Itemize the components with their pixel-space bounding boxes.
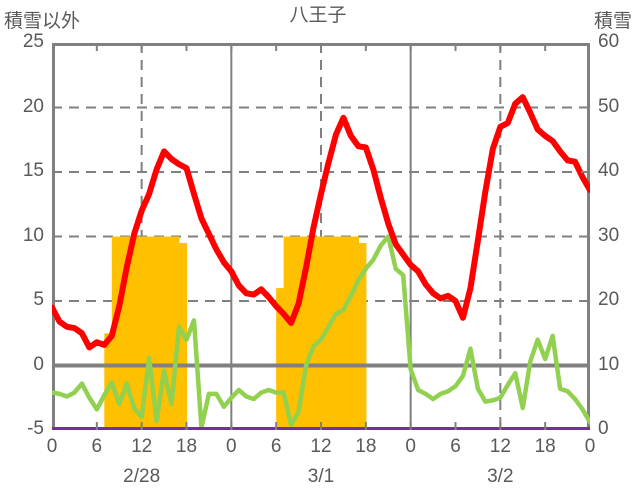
left-axis-tick-label: 5 [33, 289, 44, 310]
x-axis-tick-label: 18 [534, 436, 556, 457]
left-axis-tick-label: 25 [22, 31, 44, 52]
left-axis-tick-label: 20 [22, 95, 44, 117]
x-axis-tick-label: 6 [270, 436, 282, 457]
left-axis-tick-label: 0 [33, 353, 44, 375]
right-axis-tick-label: 20 [598, 289, 620, 310]
left-axis-tick-label: -5 [27, 418, 44, 439]
x-axis-tick-label: 6 [450, 436, 461, 457]
right-axis-tick-label: 60 [598, 31, 620, 52]
chart-canvas [52, 43, 590, 430]
x-axis-tick-label: 0 [584, 436, 596, 457]
right-axis-tick-label: 30 [598, 224, 620, 246]
left-axis-tick-label: 10 [22, 224, 44, 246]
x-axis-tick-label: 6 [91, 436, 103, 457]
x-axis-date-label: 2/28 [123, 466, 161, 487]
right-axis-tick-label: 50 [598, 95, 620, 117]
x-axis-tick-label: 12 [131, 436, 153, 457]
right-axis-tick-label: 0 [598, 418, 609, 439]
x-axis-tick-label: 12 [310, 436, 332, 457]
green-series-line [52, 234, 590, 430]
x-axis-date-label: 3/2 [487, 466, 514, 487]
temperature-series-line [52, 94, 590, 351]
x-axis-tick-label: 0 [46, 436, 58, 457]
x-axis-tick-label: 18 [355, 436, 377, 457]
left-axis-unit-label: 積雪以外 [4, 11, 81, 32]
axis-tick-marks [52, 43, 590, 430]
chart-title: 八王子 [289, 5, 347, 26]
right-axis-tick-label: 10 [598, 353, 620, 375]
x-axis-tick-label: 0 [226, 436, 237, 457]
x-axis-tick-label: 18 [175, 436, 198, 457]
x-axis-tick-label: 0 [405, 436, 416, 457]
x-axis-tick-label: 12 [489, 436, 511, 457]
x-axis-date-label: 3/1 [307, 466, 335, 487]
right-axis-tick-label: 40 [598, 160, 620, 181]
left-axis-tick-label: 15 [22, 160, 44, 181]
right-axis-unit-label: 積雪 [593, 11, 632, 32]
